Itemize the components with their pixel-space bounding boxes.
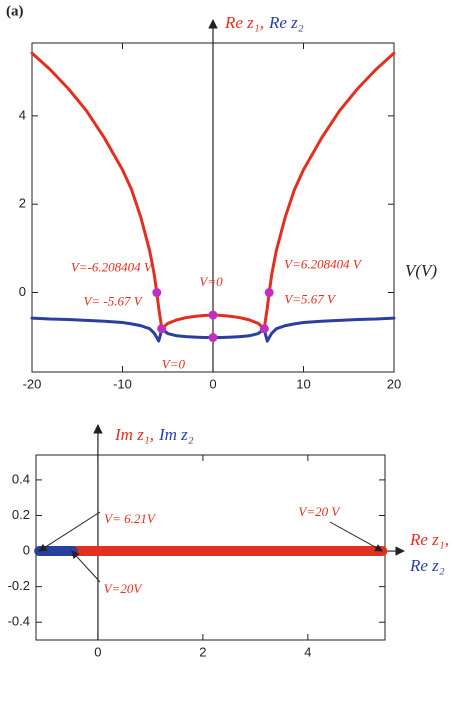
annotation: V=20V: [104, 581, 144, 596]
annotation-arrow: [329, 521, 384, 552]
axis-label-part: Re z₂: [409, 556, 445, 575]
point-marker: [259, 324, 269, 334]
y-tick-label: 0: [19, 284, 26, 299]
annotation: V=0: [162, 357, 186, 372]
panel-label: (a): [6, 3, 24, 19]
annotation: V= -5.67 V: [83, 294, 143, 309]
x-tick-label: 0: [209, 376, 216, 391]
x-tick-label: 2: [199, 644, 206, 659]
point-marker: [152, 288, 162, 298]
annotation: V= 6.21V: [104, 511, 157, 526]
annotation: V=0: [199, 274, 223, 289]
x-tick-label: -20: [23, 376, 42, 391]
point-marker: [264, 288, 274, 298]
x-tick-label: 0: [94, 644, 101, 659]
y-tick-label: 0.4: [12, 471, 30, 486]
y-axis-label: Re z₁, Re z₂: [224, 13, 304, 32]
annotation: V=-6.208404 V: [71, 259, 154, 274]
y-tick-label: 0.2: [12, 507, 30, 522]
x-tick-label: 10: [296, 376, 310, 391]
x-axis-label: V(V): [405, 261, 437, 280]
x-tick-label: 4: [304, 644, 311, 659]
axis-label-part: Re z₁,: [224, 13, 264, 32]
annotation-arrow: [38, 511, 101, 552]
annotation: V=20 V: [298, 504, 341, 519]
y-axis-label: Im z₁, Im z₂: [114, 425, 194, 444]
axis-label-part: Im z₁,: [114, 425, 154, 444]
axis-label-part: Re z₁,: [409, 530, 449, 549]
annotation: V=5.67 V: [284, 292, 337, 307]
x-axis-label: Re z₁, Re z₂: [409, 530, 449, 575]
y-tick-label: 2: [19, 196, 26, 211]
axis-label-part: Re z₂: [268, 13, 304, 32]
axis-label-part: Im z₂: [158, 425, 194, 444]
point-marker: [208, 333, 218, 343]
annotation: V=6.208404 V: [284, 256, 363, 271]
annotation-arrow: [71, 550, 101, 583]
y-tick-label: 0: [23, 542, 30, 557]
x-tick-label: 20: [387, 376, 401, 391]
point-marker: [208, 310, 218, 320]
y-tick-label: 4: [19, 107, 26, 122]
y-tick-label: -0.2: [8, 578, 30, 593]
y-tick-label: -0.4: [8, 614, 30, 629]
point-marker: [157, 324, 167, 334]
x-tick-label: -10: [113, 376, 132, 391]
